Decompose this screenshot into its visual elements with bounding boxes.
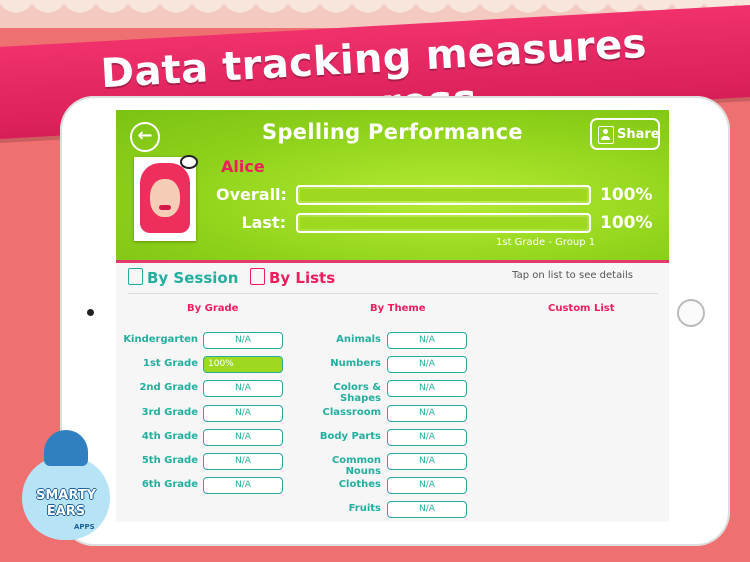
- column-by-grade: By Grade: [187, 303, 239, 314]
- smarty-ears-logo: SMARTY EARS APPS: [22, 430, 110, 540]
- tab-by-session[interactable]: By Session: [128, 268, 238, 287]
- grade-label: 5th Grade: [141, 455, 198, 466]
- grade-label: 1st Grade: [143, 358, 198, 370]
- overall-progress-bar: [296, 185, 591, 205]
- last-label: Last:: [241, 213, 286, 232]
- column-custom-list: Custom List: [548, 303, 615, 314]
- share-label: Share: [617, 127, 660, 142]
- hint-text: Tap on list to see details: [512, 270, 633, 281]
- person-icon: [128, 268, 143, 285]
- overall-percent: 100%: [600, 185, 653, 205]
- grade-list-button[interactable]: N/A: [203, 428, 283, 446]
- back-button[interactable]: ←: [130, 122, 160, 152]
- theme-list-button[interactable]: N/A: [387, 332, 467, 349]
- page-title: Spelling Performance: [262, 120, 523, 144]
- grade-label: 4th Grade: [141, 430, 198, 442]
- tab-by-lists[interactable]: By Lists: [250, 268, 335, 287]
- list-icon: [250, 268, 265, 285]
- glasses-icon: [180, 155, 198, 169]
- overall-progress-fill: [300, 189, 587, 201]
- grade-list-button[interactable]: N/A: [203, 380, 283, 398]
- last-percent: 100%: [600, 213, 653, 233]
- theme-list-button[interactable]: N/A: [387, 404, 467, 422]
- theme-list-button[interactable]: N/A: [387, 477, 467, 495]
- grade-label: Kindergarten: [123, 334, 198, 345]
- grade-list-button[interactable]: N/A: [203, 404, 283, 422]
- student-avatar[interactable]: [134, 155, 198, 241]
- grade-label: 3rd Grade: [141, 406, 198, 418]
- theme-list-button[interactable]: N/A: [387, 501, 467, 519]
- theme-label: Fruits: [348, 503, 381, 515]
- tablet-home-button: [677, 299, 705, 327]
- grade-label: 6th Grade: [141, 479, 198, 491]
- grade-list-button[interactable]: N/A: [203, 477, 283, 495]
- theme-list-button[interactable]: N/A: [387, 380, 467, 398]
- theme-label: Body Parts: [319, 430, 381, 442]
- theme-label: Animals: [336, 334, 381, 345]
- performance-header: ← Spelling Performance Share Alice Overa…: [116, 110, 669, 263]
- last-progress-fill: [300, 217, 587, 229]
- back-arrow-icon: ←: [137, 125, 153, 146]
- grade-label: 2nd Grade: [139, 382, 198, 394]
- tablet-camera: [87, 309, 94, 316]
- theme-label: Colors & Shapes: [333, 382, 381, 405]
- overall-label: Overall:: [216, 185, 287, 204]
- theme-list-button[interactable]: N/A: [387, 356, 467, 374]
- divider: [128, 293, 658, 294]
- theme-label: Clothes: [338, 479, 381, 491]
- app-screen: ← Spelling Performance Share Alice Overa…: [116, 110, 669, 522]
- theme-label: Classroom: [322, 406, 381, 418]
- share-button[interactable]: Share: [590, 118, 660, 150]
- group-label: 1st Grade - Group 1: [496, 237, 596, 248]
- grade-list-button[interactable]: 100%: [203, 356, 283, 374]
- tabs-bar: By Session By Lists: [116, 263, 669, 295]
- grade-list-button[interactable]: N/A: [203, 332, 283, 349]
- column-by-theme: By Theme: [370, 303, 426, 314]
- person-icon: [598, 126, 614, 144]
- theme-label: Numbers: [330, 358, 381, 370]
- theme-label: Common Nouns: [331, 455, 381, 477]
- theme-list-button[interactable]: N/A: [387, 453, 467, 470]
- last-progress-bar: [296, 213, 591, 233]
- theme-list-button[interactable]: N/A: [387, 428, 467, 446]
- student-name: Alice: [221, 157, 265, 176]
- grade-list-button[interactable]: N/A: [203, 453, 283, 470]
